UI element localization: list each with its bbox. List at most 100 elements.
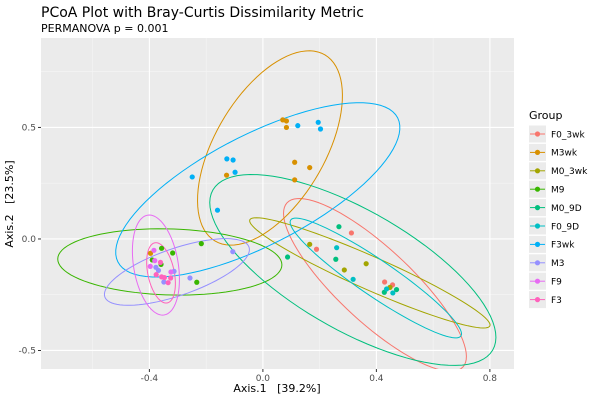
legend-point [534,168,541,174]
point-F3 [161,274,168,281]
grid-major [41,38,514,369]
point-F3wk [214,207,221,213]
ellipse-F0_3wk [283,198,467,369]
ellipse-M3 [103,238,250,306]
point-M3wk [147,250,154,256]
point-F3wk [317,126,324,132]
point-M0_3wk [363,261,369,267]
point-M9 [170,250,176,256]
point-M0_9D [284,254,291,260]
point-F9 [152,257,158,264]
ellipse-M3wk [197,50,343,246]
point-F0_9D [383,286,390,292]
legend-point [534,186,541,192]
legend-item-F9: F9 [529,272,562,290]
point-M3wk [283,118,290,124]
legend-item-M9: M9 [529,180,565,198]
point-M3 [161,279,167,285]
point-F9 [151,247,157,253]
point-M9 [198,241,204,247]
legend-item-F0_3wk: F0_3wk [529,125,585,143]
x-tick-label: 0.8 [483,374,498,384]
point-F0_9D [350,276,356,282]
point-M0_9D [336,224,342,230]
point-M3wk [283,124,290,131]
ellipse-F9 [131,214,180,316]
point-F9 [147,263,153,269]
legend-point [534,297,541,303]
point-M3wk [292,159,298,165]
point-F3wk [189,174,195,180]
ellipse-F3 [146,242,176,304]
legend-label: M3 [551,259,565,269]
legend-label: F3 [551,296,562,306]
x-axis-ticks: -0.4 0.0 0.4 0.8 [141,369,498,384]
point-M3wk [307,164,313,171]
legend-point [534,205,541,211]
legend-label: F0_9D [551,222,579,232]
points [147,117,400,296]
legend-label: F3wk [551,241,575,251]
plot-panel [41,38,514,369]
y-tick-label: 0.5 [22,123,36,133]
legend-point [534,149,541,155]
point-F3 [168,275,174,281]
legend-label: M0_9D [551,204,582,214]
chart-subtitle: PERMANOVA p = 0.001 [41,22,168,35]
legend-title: Group [529,109,563,122]
x-tick-label: 0.4 [369,374,384,384]
ellipse-M9 [57,228,283,296]
point-F0_9D [334,245,340,251]
legend-item-F0_9D: F0_9D [529,217,579,235]
point-M0_3wk [341,267,347,273]
point-M3 [230,249,236,255]
point-M3wk [223,172,230,178]
point-M3 [187,275,193,281]
y-axis-ticks: -0.5 0.0 0.5 [18,123,41,356]
legend-item-F3: F3 [529,291,562,309]
legend-point [534,131,541,137]
point-M0_9D [333,256,339,262]
point-F3 [153,272,159,278]
legend-item-F3wk: F3wk [529,235,575,253]
ellipse-F0_9D [289,217,462,339]
point-F0_9D [390,290,396,296]
point-M3wk [292,177,298,183]
legend-point [534,278,541,284]
legend-label: M0_3wk [551,167,588,177]
ellipse-M0_9D [209,174,497,366]
point-M9 [194,279,200,285]
legend-item-M3wk: M3wk [529,143,578,161]
legend-label: F9 [551,278,562,288]
x-tick-label: 0.0 [256,374,271,384]
point-F3wk [315,119,321,125]
x-axis-label: Axis.1 [39.2%] [233,382,320,395]
ellipses [57,50,497,369]
point-F0_3wk [382,279,388,285]
ellipse-M0_3wk [249,217,491,329]
legend-label: M9 [551,186,565,196]
legend-point [534,241,541,247]
point-F9 [168,269,174,275]
y-tick-label: 0.0 [22,235,37,245]
point-F3 [157,259,164,265]
point-F3wk [232,169,238,175]
legend-item-M3: M3 [529,254,565,272]
y-tick-label: -0.5 [18,346,36,356]
point-M0_3wk [307,241,313,247]
x-tick-label: -0.4 [141,374,159,384]
legend-point [534,223,541,229]
legend-label: M3wk [551,149,578,159]
legend-point [534,260,541,266]
legend: Group F0_3wk M3wk M0_3wk M9 M0_9D F0_9D F3wk M3… [529,109,588,309]
point-M9 [158,245,165,251]
point-M0_9D [393,286,400,293]
legend-label: F0_3wk [551,130,585,140]
ellipse-F3wk [115,102,401,278]
point-F3wk [295,123,301,129]
chart-title: PCoA Plot with Bray-Curtis Dissimilarity… [41,5,364,21]
y-axis-label: Axis.2 [23.5%] [3,160,16,247]
point-F3 [165,280,171,286]
legend-item-M0_3wk: M0_3wk [529,162,588,180]
